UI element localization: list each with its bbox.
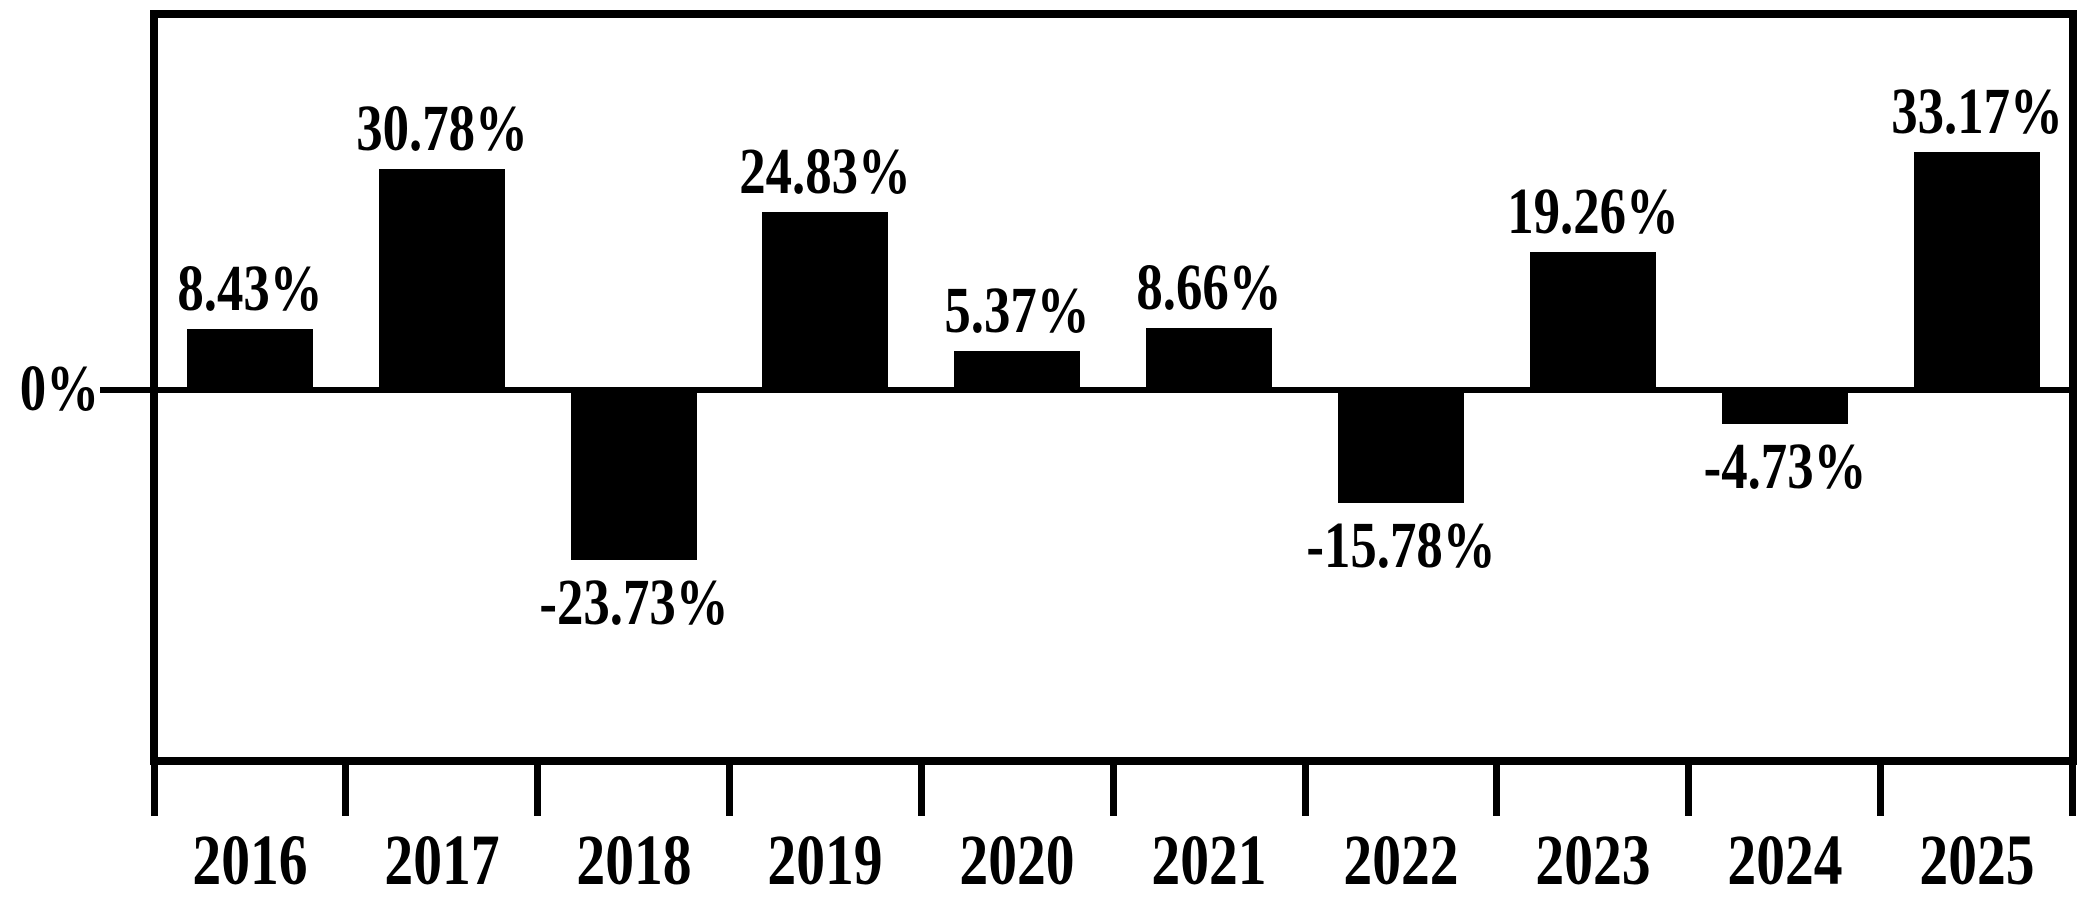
x-axis-label-2019: 2019 (767, 820, 884, 900)
bar-value-label-2021: 8.66% (1136, 250, 1282, 324)
x-axis-tick (150, 763, 158, 816)
x-axis-label-2025: 2025 (1918, 820, 2035, 900)
bar-value-label-2020: 5.37% (944, 274, 1090, 348)
x-axis-label-2022: 2022 (1343, 820, 1459, 900)
bar-2019 (762, 211, 889, 390)
bar-2017 (378, 168, 505, 390)
bar-2020 (954, 351, 1081, 390)
x-axis-tick (917, 763, 925, 816)
bar-value-label-2018: -23.73% (539, 566, 729, 640)
bar-2023 (1529, 251, 1656, 390)
bar-value-label-2023: 19.26% (1507, 174, 1679, 248)
x-axis-tick (342, 763, 350, 816)
bar-2024 (1721, 390, 1848, 424)
x-axis-label-2017: 2017 (384, 820, 500, 900)
y-axis-zero-tick (100, 387, 154, 393)
bar-value-label-2016: 8.43% (177, 252, 323, 326)
x-axis-tick (534, 763, 542, 816)
x-axis-label-2023: 2023 (1535, 820, 1651, 900)
bar-value-label-2017: 30.78% (355, 91, 528, 165)
bar-2025 (1913, 151, 2040, 390)
x-axis-tick (1685, 763, 1693, 816)
x-axis-tick (2069, 763, 2076, 816)
x-axis-label-2021: 2021 (1151, 820, 1267, 900)
bar-value-label-2019: 24.83% (739, 134, 912, 208)
x-axis-label-2016: 2016 (192, 820, 308, 900)
x-axis-label-2024: 2024 (1727, 820, 1843, 900)
zero-baseline (158, 387, 2069, 393)
bar-2021 (1146, 327, 1273, 390)
x-axis-tick (1877, 763, 1885, 816)
x-axis-tick (1301, 763, 1309, 816)
bar-2016 (186, 329, 313, 390)
x-axis-tick (1493, 763, 1501, 816)
y-axis-zero-label: 0% (19, 352, 99, 425)
bar-value-label-2022: -15.78% (1306, 509, 1496, 583)
bar-value-label-2025: 33.17% (1890, 74, 2063, 148)
x-axis-tick (1109, 763, 1117, 816)
x-axis-tick (726, 763, 734, 816)
x-axis-label-2018: 2018 (576, 820, 692, 900)
bar-2022 (1338, 390, 1465, 504)
bar-2018 (570, 390, 697, 561)
plot-area-border (150, 10, 2077, 765)
x-axis-label-2020: 2020 (959, 820, 1075, 900)
bar-value-label-2024: -4.73% (1703, 429, 1867, 503)
